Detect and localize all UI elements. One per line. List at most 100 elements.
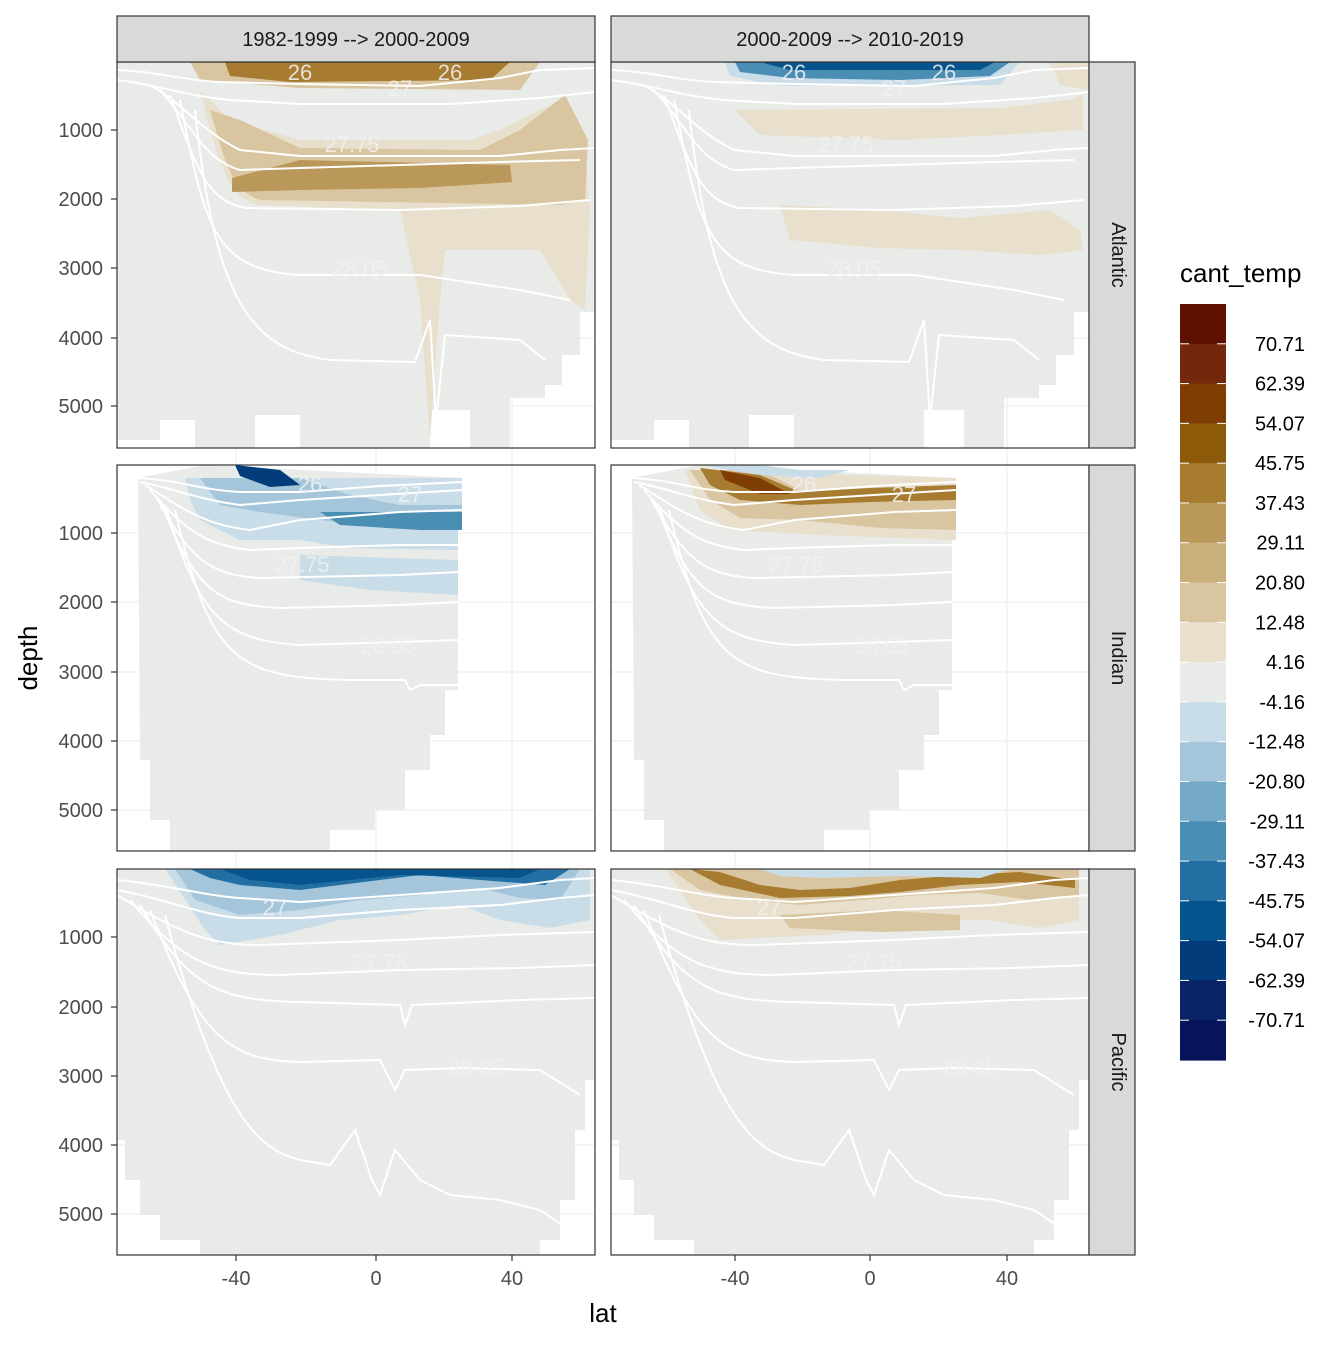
y-tick-label: 5000 [59, 800, 104, 822]
contour-label: 27.75 [846, 950, 901, 975]
anomaly-core-neg-deep [760, 62, 995, 70]
strip-col2 [610, 15, 1090, 63]
ocean-section [632, 465, 956, 851]
contour-label: 26 [298, 472, 322, 497]
y-axis-indian: 1000 2000 3000 4000 5000 [59, 523, 104, 822]
legend-title: cant_temp [1180, 258, 1301, 288]
x-tick-label: 40 [996, 1268, 1018, 1290]
panel-indian-col2: 26 27 27.75 28.05 [631, 465, 957, 851]
density-contours [117, 67, 595, 421]
legend-label: -45.75 [1248, 891, 1305, 913]
legend-swatch [1180, 622, 1226, 663]
ocean-section [611, 62, 1089, 448]
contour-label: 28.05 [332, 256, 387, 281]
contour-label: 27.75 [352, 950, 407, 975]
row-strips: Atlantic Indian Pacific [1088, 61, 1136, 1256]
legend-swatch [1180, 900, 1226, 942]
strip-row-pacific [1088, 868, 1136, 1256]
legend-swatch [1180, 463, 1226, 504]
x-tick-label: 0 [370, 1268, 381, 1290]
legend-label: 29.11 [1256, 533, 1305, 555]
legend-label: 62.39 [1255, 374, 1305, 396]
legend-label: 54.07 [1255, 413, 1305, 435]
y-axis: 1000 2000 3000 4000 5000 1000 2000 3000 … [59, 120, 104, 1226]
legend-swatch [1180, 821, 1226, 862]
legend-label: -37.43 [1248, 851, 1305, 873]
panel-pacific-col1: 27 27.75 28.05 [117, 869, 595, 1255]
legend-swatch [1180, 582, 1226, 623]
y-tick-label: 2000 [59, 592, 104, 614]
ocean-section [611, 869, 1089, 1255]
contour-labels: 26 27 27.75 28.05 [768, 472, 916, 658]
anomaly-strong-pos [720, 470, 790, 494]
contour-labels: 27 27.75 28.05 [263, 895, 504, 1080]
legend-swatch [1180, 383, 1226, 424]
contour-label: 28.05 [448, 1055, 503, 1080]
contour-label: 28.05 [942, 1055, 997, 1080]
anomaly-surface-neg [235, 465, 300, 487]
legend-swatch [1180, 741, 1226, 783]
y-tick-marks [111, 129, 117, 1215]
anomaly-deep-pos [780, 205, 1083, 255]
y-axis-title: depth [13, 625, 43, 690]
density-contours [611, 67, 1089, 421]
contour-label: 27 [757, 895, 781, 920]
y-tick-label: 4000 [59, 1135, 104, 1157]
contour-label: 27 [398, 482, 422, 507]
y-tick-label: 1000 [59, 120, 104, 142]
density-contours [611, 877, 1089, 1231]
legend-label: 37.43 [1255, 493, 1305, 515]
legend-label: -62.39 [1248, 970, 1305, 992]
y-axis-atlantic: 1000 2000 3000 4000 5000 [59, 120, 104, 418]
legend-label: -70.71 [1248, 1010, 1305, 1032]
legend-label: -29.11 [1250, 811, 1305, 833]
contour-labels: 27 27.75 28.05 [757, 895, 998, 1080]
panel-atlantic-col1: 26 26 27 27.75 28.05 [117, 60, 595, 448]
contour-labels: 26 26 27 27.75 28.05 [782, 60, 956, 281]
ocean-section [117, 869, 595, 1255]
panel-atlantic-col2: 26 26 27 27.75 28.05 [611, 60, 1089, 448]
strip-row-atlantic [1088, 61, 1136, 449]
y-tick-label: 4000 [59, 731, 104, 753]
contour-label: 27.75 [324, 132, 379, 157]
contour-label: 26 [782, 60, 806, 85]
x-tick-marks [235, 1255, 1008, 1261]
contour-label: 27 [892, 482, 916, 507]
x-tick-label: 0 [864, 1268, 875, 1290]
anomaly-core-pos [700, 468, 956, 505]
strip-label-pacific: Pacific [1107, 1033, 1129, 1092]
legend-label: 45.75 [1255, 453, 1305, 475]
legend-swatch [1180, 542, 1226, 584]
anomaly-surface [225, 62, 510, 82]
contour-label: 27 [263, 895, 287, 920]
anomaly-core-neg [220, 869, 540, 885]
contour-label: 26 [288, 60, 312, 85]
panel-pacific-col2: 27 27.75 28.05 [611, 869, 1089, 1255]
density-contours [117, 877, 595, 1231]
density-contours [631, 477, 957, 692]
y-tick-label: 5000 [59, 1204, 104, 1226]
legend-label: 4.16 [1266, 652, 1305, 674]
contour-label: 27 [388, 76, 412, 101]
y-tick-label: 3000 [59, 662, 104, 684]
contour-labels: 26 27 27.75 28.05 [274, 472, 422, 658]
legend-label: -4.16 [1259, 692, 1305, 714]
strip-label-col2: 2000-2009 --> 2010-2019 [736, 29, 963, 51]
strip-col1 [116, 15, 596, 63]
x-tick-label: 40 [501, 1268, 523, 1290]
legend-swatch [1180, 781, 1226, 822]
contour-label: 27.75 [274, 552, 329, 577]
strip-row-indian [1088, 464, 1136, 852]
contour-label: 27.75 [768, 552, 823, 577]
legend-swatch [1180, 1020, 1226, 1061]
column-strips: 1982-1999 --> 2000-2009 2000-2009 --> 20… [116, 15, 1090, 63]
y-tick-label: 1000 [59, 927, 104, 949]
contour-label: 28.05 [826, 256, 881, 281]
y-tick-label: 3000 [59, 258, 104, 280]
contour-label: 27.75 [818, 132, 873, 157]
legend-label: 12.48 [1255, 612, 1305, 634]
panel-indian-col1: 26 27 27.75 28.05 [137, 465, 463, 851]
contour-label: 28.05 [854, 633, 909, 658]
anomaly-mid-pos [735, 95, 1083, 140]
